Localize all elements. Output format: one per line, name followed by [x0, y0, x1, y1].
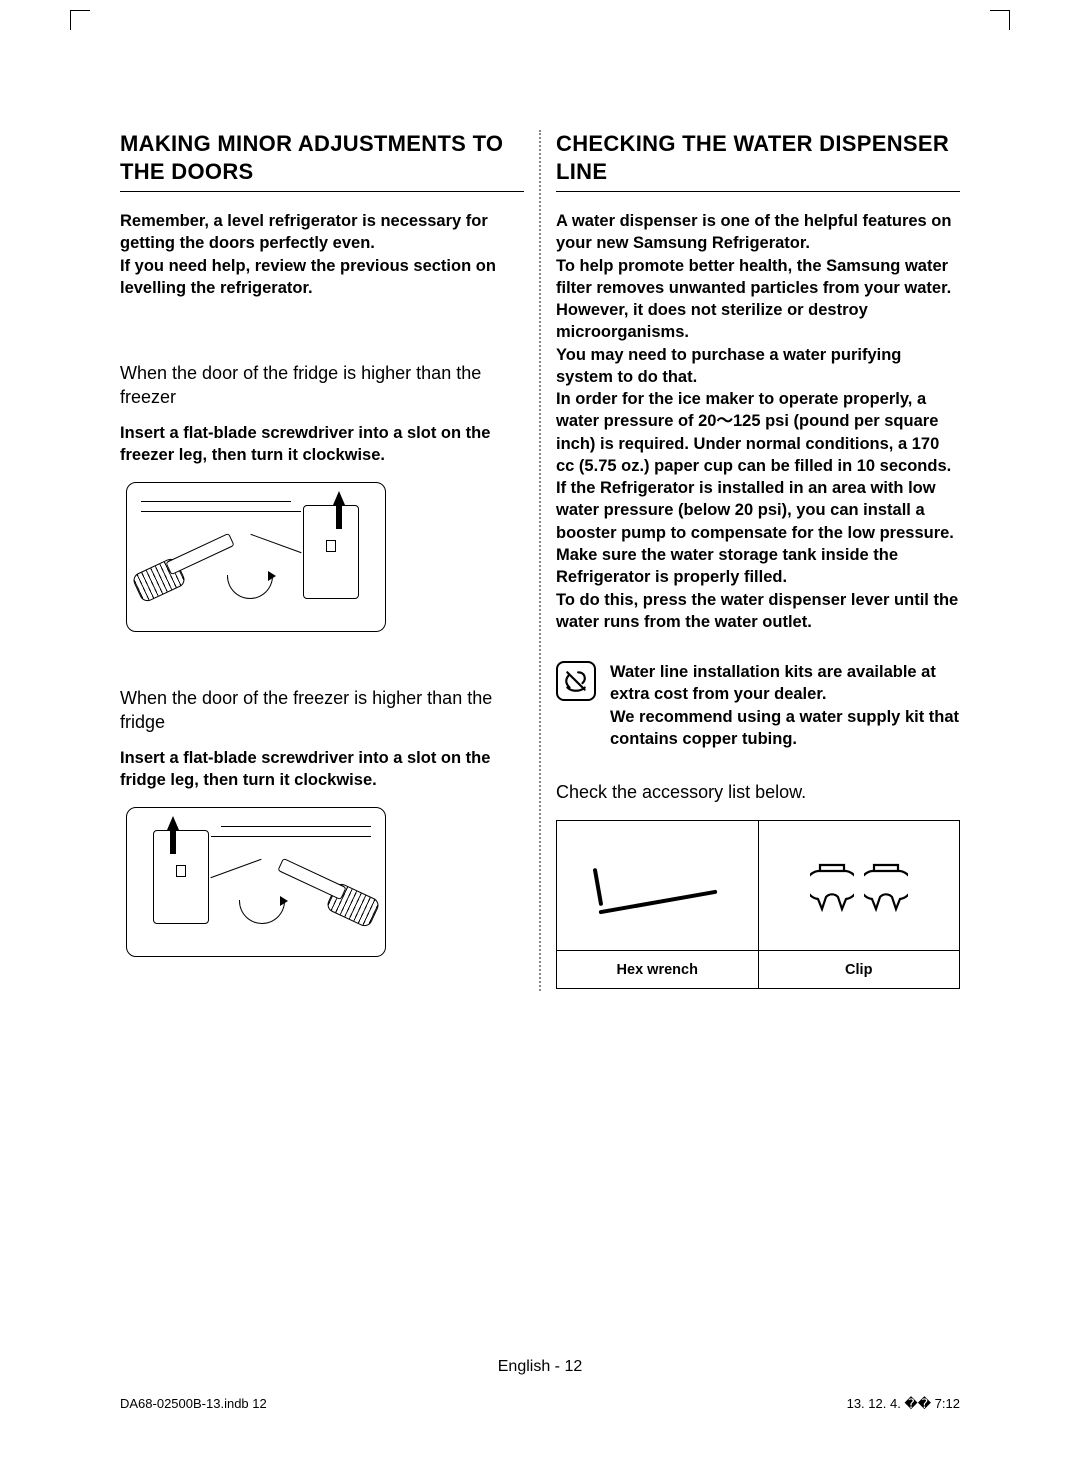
clip-label: Clip — [758, 951, 960, 989]
case1-instruction: Insert a ﬂat-blade screwdriver into a sl… — [120, 422, 524, 467]
print-timestamp: 13. 12. 4. �� 7:12 — [847, 1396, 960, 1412]
diagram-fridge-higher — [126, 482, 386, 632]
diagram-freezer-higher — [126, 807, 386, 957]
accessory-table: Hex wrench Clip — [556, 820, 960, 989]
note-text: Water line installation kits are availab… — [610, 661, 960, 750]
right-body-text: A water dispenser is one of the helpful … — [556, 210, 960, 633]
doc-id: DA68-02500B-13.indb 12 — [120, 1396, 267, 1412]
left-heading: MAKING MINOR ADJUSTMENTS TO THE DOORS — [120, 130, 524, 192]
page: MAKING MINOR ADJUSTMENTS TO THE DOORS Re… — [90, 40, 990, 1430]
right-column: CHECKING THE WATER DISPENSER LINE A wate… — [546, 130, 960, 991]
print-metadata: DA68-02500B-13.indb 12 13. 12. 4. �� 7:1… — [120, 1396, 960, 1412]
page-footer: English - 12 — [90, 1358, 990, 1376]
hex-wrench-label: Hex wrench — [557, 951, 759, 989]
left-column: MAKING MINOR ADJUSTMENTS TO THE DOORS Re… — [120, 130, 534, 991]
crop-mark-top-left — [70, 10, 90, 30]
case2-instruction: Insert a ﬂat-blade screwdriver into a sl… — [120, 747, 524, 792]
clip-image-cell — [758, 821, 960, 951]
hex-wrench-icon — [592, 860, 722, 912]
left-intro-text: Remember, a level refrigerator is necess… — [120, 210, 524, 299]
crop-mark-top-right — [990, 10, 1010, 30]
accessory-intro: Check the accessory list below. — [556, 780, 960, 804]
case1-title: When the door of the fridge is higher th… — [120, 361, 524, 410]
clip-icon — [759, 857, 960, 915]
case2-title: When the door of the freezer is higher t… — [120, 686, 524, 735]
right-heading: CHECKING THE WATER DISPENSER LINE — [556, 130, 960, 192]
two-column-layout: MAKING MINOR ADJUSTMENTS TO THE DOORS Re… — [90, 40, 990, 991]
hex-wrench-image-cell — [557, 821, 759, 951]
note-icon — [556, 661, 596, 701]
column-divider — [539, 130, 541, 991]
note-callout: Water line installation kits are availab… — [556, 661, 960, 750]
